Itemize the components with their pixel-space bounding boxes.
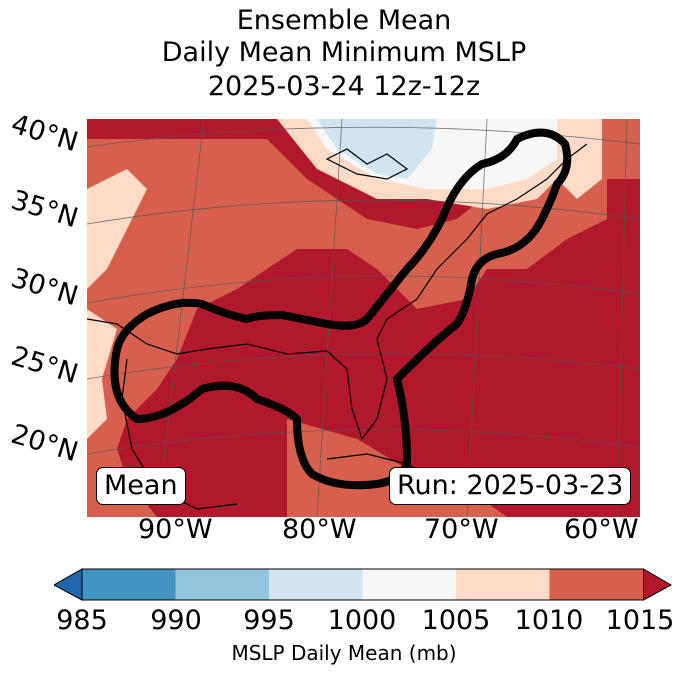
colorbar-seg-990 (175, 569, 269, 600)
title-line-1: Ensemble Mean (236, 5, 452, 36)
lat-line-20 (87, 429, 640, 455)
colorbar-tick-1010: 1010 (514, 605, 584, 636)
colorbar-under-arrow (54, 568, 83, 601)
colorbar-seg-1000 (362, 569, 456, 600)
lat-line-35 (87, 199, 640, 225)
colorbar-over-arrow (643, 568, 672, 601)
graticule (87, 119, 640, 517)
map-svg (87, 119, 640, 517)
lat-label-25: 25°N (7, 340, 82, 391)
colorbar (54, 568, 672, 601)
field-1005-1010-sw (87, 309, 117, 439)
colorbar-outline (81, 568, 644, 601)
colorbar-seg-1010 (549, 569, 644, 600)
colorbar-seg-985 (82, 569, 176, 600)
title-line-2: Daily Mean Minimum MSLP (161, 37, 527, 68)
lat-line-25 (87, 353, 640, 380)
lon-line-80 (316, 119, 343, 517)
colorbar-tick-990: 990 (150, 605, 202, 636)
colorbar-tick-985: 985 (56, 605, 108, 636)
field-995-1000 (317, 119, 437, 179)
colorbar-seg-995 (269, 569, 363, 600)
colorbar-tick-995: 995 (243, 605, 295, 636)
lon-line-60 (616, 119, 628, 517)
lon-label-60w: 60°W (564, 514, 639, 545)
title-line-3: 2025-03-24 12z-12z (207, 71, 481, 102)
lon-line-90 (156, 119, 205, 517)
colorbar-tick-1015: 1015 (605, 605, 675, 636)
lat-label-30: 30°N (7, 262, 82, 313)
lon-label-90w: 90°W (138, 514, 213, 545)
coastline-greatlakes (325, 148, 409, 180)
lon-label-70w: 70°W (424, 514, 499, 545)
lon-line-70 (466, 119, 488, 517)
coastline-us (87, 143, 588, 441)
field-1010-1015-west (87, 139, 607, 517)
colorbar-tick-1000: 1000 (327, 605, 397, 636)
lon-label-80w: 80°W (282, 514, 357, 545)
lat-label-40: 40°N (7, 108, 82, 159)
mslp-contour (110, 128, 572, 490)
colorbar-tick-1005: 1005 (421, 605, 491, 636)
field-1005-1010-west (87, 169, 147, 289)
map-panel (87, 119, 640, 517)
colorbar-label: MSLP Daily Mean (mb) (231, 641, 457, 665)
run-label-box: Run: 2025-03-23 (389, 467, 632, 505)
mean-label-box: Mean (96, 467, 186, 505)
colorbar-seg-1005 (456, 569, 550, 600)
lat-label-20: 20°N (7, 418, 82, 469)
lat-label-35: 35°N (7, 184, 82, 235)
lat-line-30 (87, 275, 640, 304)
